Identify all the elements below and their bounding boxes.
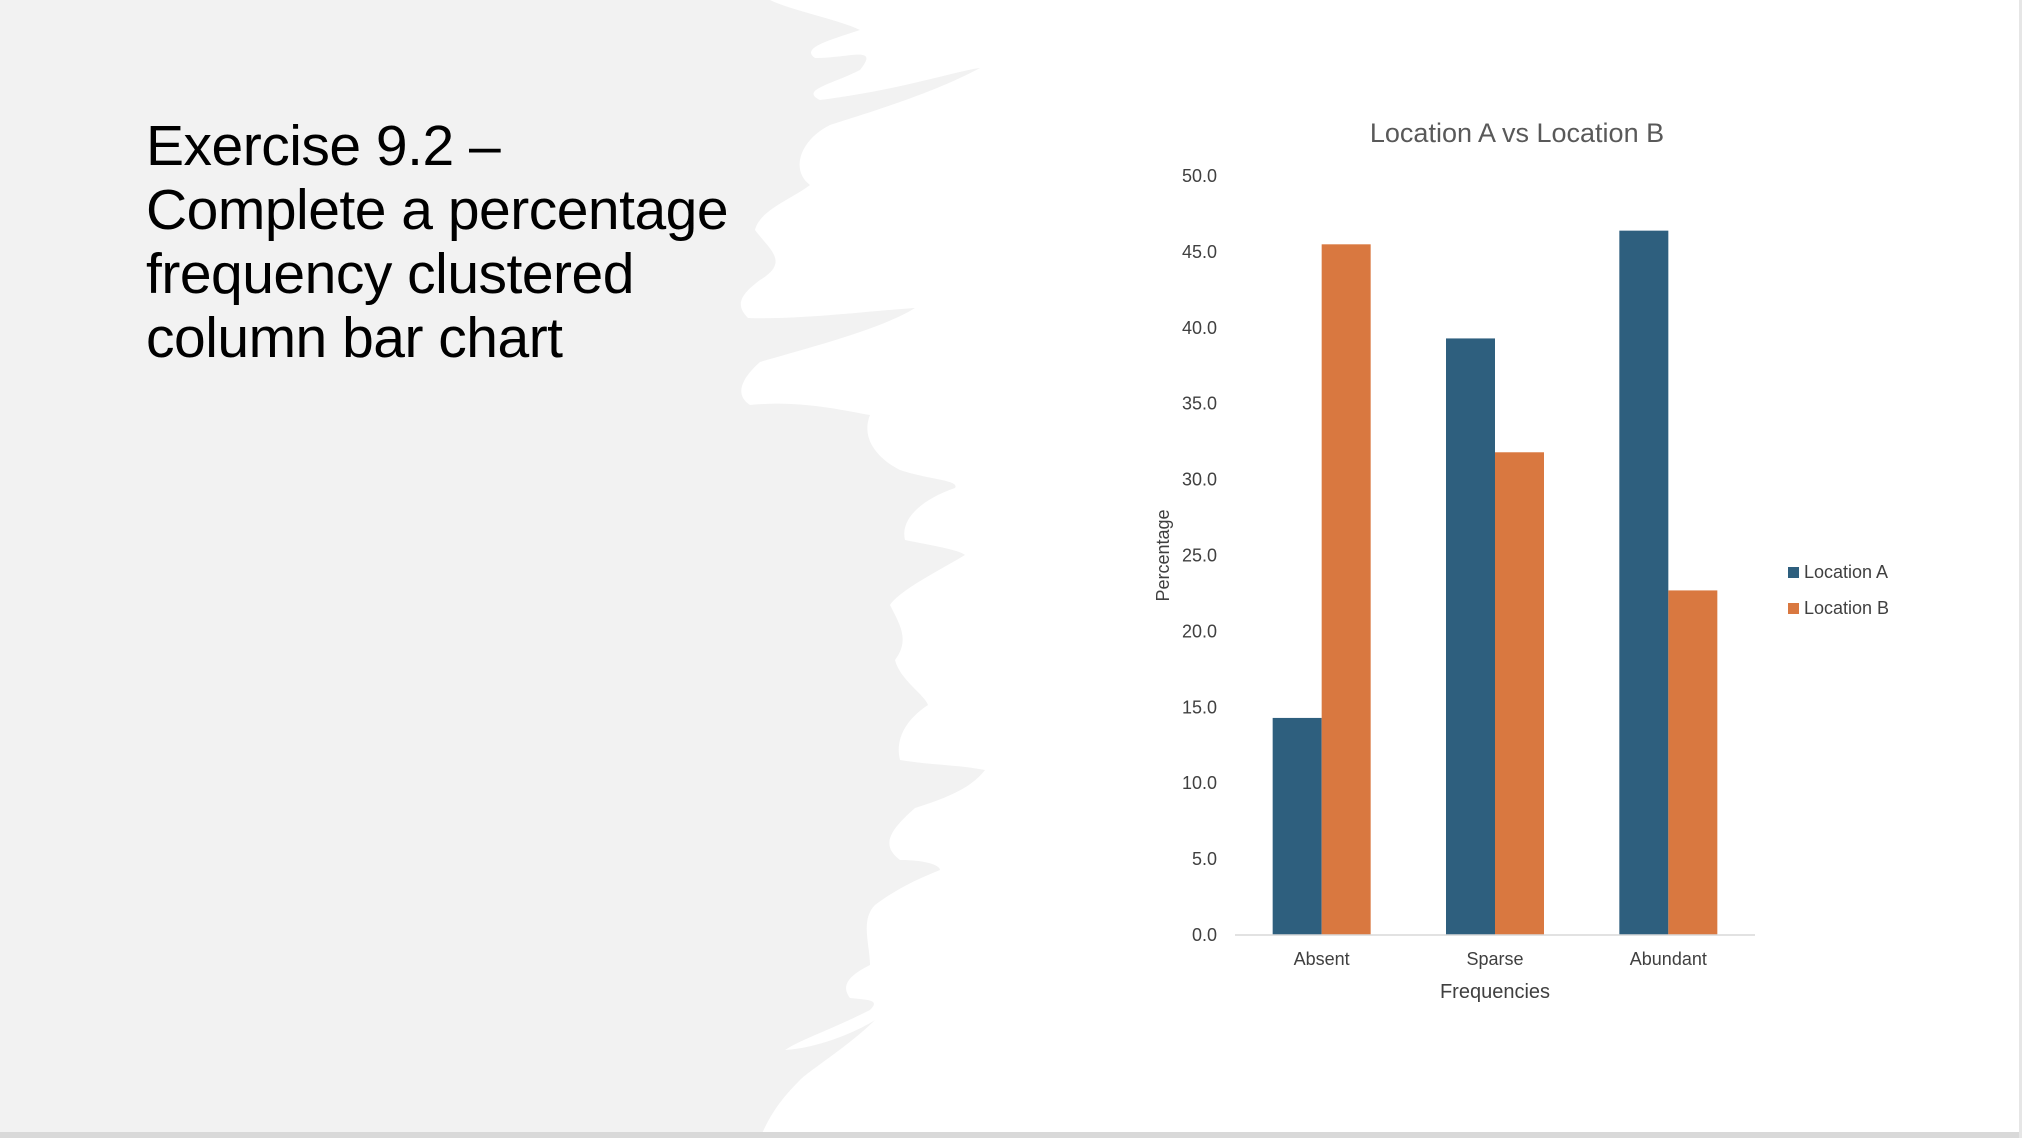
bar-series-group	[1272, 230, 1718, 935]
bottom-border	[0, 1132, 2022, 1138]
slide-title: Exercise 9.2 – Complete a percentage fre…	[146, 114, 729, 370]
right-border	[2019, 0, 2022, 1138]
y-tick-label: 30.0	[1182, 470, 1217, 490]
y-tick-label: 0.0	[1192, 925, 1217, 945]
bar-location-b-absent	[1321, 244, 1371, 935]
x-tick-label: Abundant	[1630, 949, 1707, 969]
legend-swatch	[1788, 567, 1799, 578]
legend-swatch	[1788, 603, 1799, 614]
bar-location-a-absent	[1272, 717, 1322, 935]
y-tick-label: 50.0	[1182, 166, 1217, 186]
bar-location-b-abundant	[1668, 590, 1718, 935]
y-tick-label: 10.0	[1182, 773, 1217, 793]
y-tick-label: 5.0	[1192, 849, 1217, 869]
x-tick-label: Absent	[1294, 949, 1350, 969]
x-tick-label: Sparse	[1466, 949, 1523, 969]
y-tick-label: 25.0	[1182, 546, 1217, 566]
legend-label: Location A	[1804, 562, 1888, 582]
chart-legend: Location A Location B	[1788, 562, 1889, 618]
brush-stroke-shape	[0, 0, 985, 1138]
chart-title: Location A vs Location B	[1370, 118, 1664, 148]
legend-label: Location B	[1804, 598, 1889, 618]
y-tick-label: 20.0	[1182, 621, 1217, 641]
bar-location-b-sparse	[1495, 452, 1544, 935]
x-axis-title: Frequencies	[1440, 981, 1550, 1003]
y-axis-tick-labels: 0.0 5.0 10.0 15.0 20.0 25.0 30.0 35.0 40.0 45.0 50…	[1182, 166, 1217, 945]
y-tick-label: 40.0	[1182, 318, 1217, 338]
x-axis-category-labels: Absent Sparse Abundant	[1294, 949, 1707, 969]
bar-location-a-sparse	[1446, 338, 1495, 935]
bar-location-a-abundant	[1619, 230, 1669, 935]
y-tick-label: 35.0	[1182, 394, 1217, 414]
y-axis-title: Percentage	[1153, 509, 1173, 601]
y-tick-label: 45.0	[1182, 242, 1217, 262]
y-tick-label: 15.0	[1182, 697, 1217, 717]
